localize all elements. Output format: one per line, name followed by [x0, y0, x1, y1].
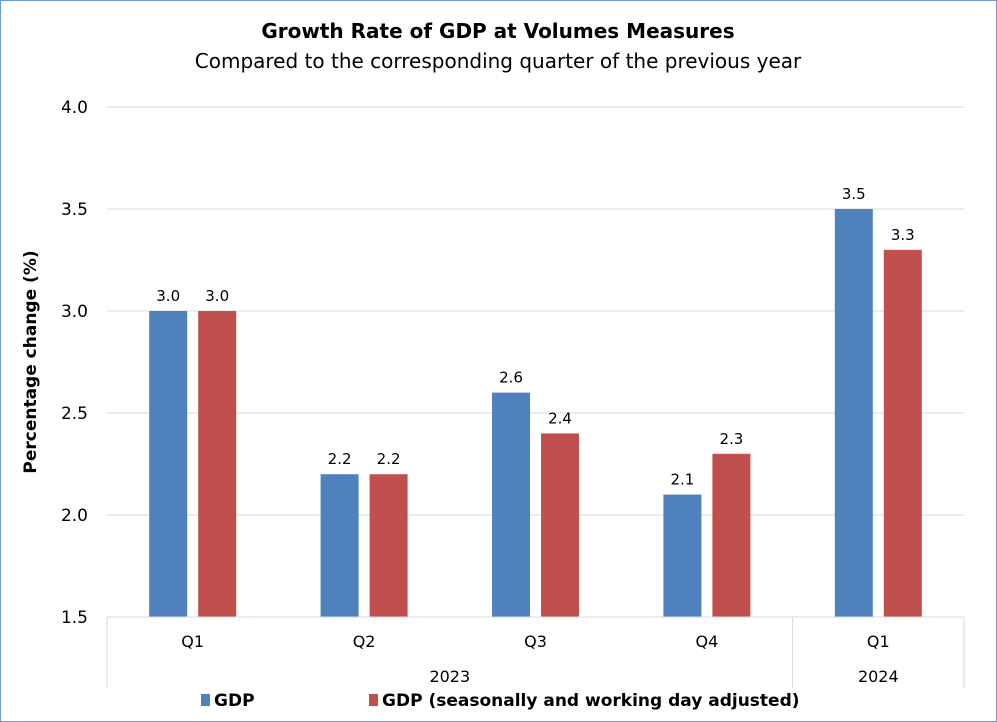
- legend-swatch: [201, 694, 210, 706]
- data-label: 2.2: [328, 450, 352, 468]
- legend-label: GDP: [214, 691, 255, 711]
- data-label: 2.4: [548, 409, 572, 427]
- y-tick-label: 3.0: [61, 302, 88, 322]
- chart-subtitle: Compared to the corresponding quarter of…: [195, 49, 802, 73]
- x-group-label: 2024: [858, 667, 899, 686]
- data-label: 3.0: [205, 287, 229, 305]
- data-label: 2.6: [499, 369, 523, 387]
- bar-gdp: [149, 311, 188, 617]
- data-label: 3.3: [891, 226, 915, 244]
- y-tick-label: 2.0: [61, 506, 88, 526]
- legend-swatch: [369, 694, 378, 706]
- bar-gdp-adjusted: [541, 433, 579, 617]
- x-tick-label: Q2: [353, 632, 376, 651]
- y-axis-label: Percentage change (%): [21, 250, 41, 473]
- x-tick-label: Q1: [181, 632, 204, 651]
- data-label: 2.2: [377, 450, 401, 468]
- y-tick-label: 1.5: [61, 608, 88, 628]
- x-group-label: 2023: [429, 667, 470, 686]
- bar-gdp-adjusted: [369, 474, 408, 617]
- x-tick-label: Q1: [867, 632, 890, 651]
- data-label: 3.5: [842, 185, 866, 203]
- legend-label: GDP (seasonally and working day adjusted…: [382, 691, 800, 711]
- y-tick-label: 3.5: [61, 200, 88, 220]
- data-label: 2.1: [670, 471, 694, 489]
- data-label: 3.0: [156, 287, 180, 305]
- x-tick-label: Q4: [696, 632, 719, 651]
- bar-gdp: [320, 474, 359, 617]
- bar-gdp-adjusted: [712, 453, 751, 617]
- chart-title: Growth Rate of GDP at Volumes Measures: [261, 19, 734, 43]
- y-tick-label: 2.5: [61, 404, 88, 424]
- bar-gdp-adjusted: [198, 311, 237, 617]
- bar-gdp-adjusted: [883, 249, 922, 618]
- bar-gdp: [492, 392, 530, 617]
- bar-gdp: [663, 494, 702, 617]
- x-tick-label: Q3: [524, 632, 547, 651]
- data-label: 2.3: [719, 430, 743, 448]
- y-tick-label: 4.0: [61, 98, 88, 118]
- bar-gdp: [834, 209, 873, 617]
